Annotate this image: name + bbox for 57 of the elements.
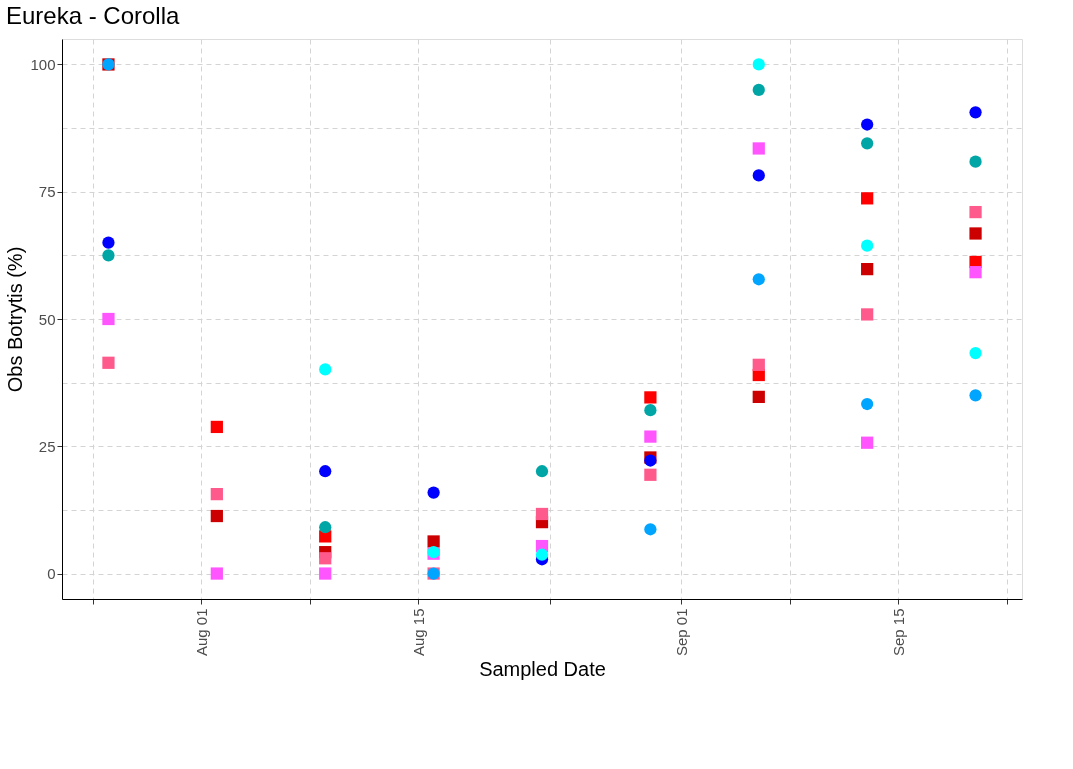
point (861, 262, 874, 276)
point (969, 347, 982, 360)
point (644, 523, 657, 536)
x-tick-label: Aug 01 (192, 608, 210, 657)
x-tick-label: Sep 01 (672, 608, 690, 657)
point (752, 58, 765, 71)
chart-title: Eureka - Corolla (5, 2, 181, 29)
point (752, 169, 765, 182)
point (861, 137, 874, 150)
point (752, 83, 765, 97)
point (861, 436, 874, 449)
point (210, 567, 223, 580)
point (969, 389, 982, 402)
x-tick-label: Sep 15 (889, 608, 907, 657)
point (319, 552, 332, 565)
y-tick-label: 100 (30, 55, 56, 73)
point (969, 227, 982, 240)
point (644, 404, 657, 417)
point (319, 465, 332, 478)
point (969, 266, 982, 279)
point (319, 521, 332, 534)
point (644, 391, 657, 404)
x-tick-label: Aug 15 (409, 608, 427, 657)
point (861, 397, 874, 411)
point (861, 239, 874, 252)
y-tick-label: 25 (38, 437, 56, 455)
point (210, 509, 223, 523)
point (752, 358, 765, 371)
point (861, 192, 874, 205)
y-axis-title: Obs Botrytis (%) (4, 246, 27, 393)
point (210, 420, 223, 434)
point (644, 430, 657, 443)
point (535, 507, 549, 521)
point (861, 118, 874, 131)
point (969, 106, 982, 119)
point (969, 155, 982, 168)
y-tick-label: 75 (38, 183, 56, 201)
x-axis-title: Sampled Date (479, 658, 606, 681)
point (752, 390, 765, 404)
point (427, 486, 440, 499)
point (102, 312, 115, 326)
point (210, 488, 223, 501)
point (102, 249, 115, 262)
point (427, 535, 440, 548)
point (102, 356, 115, 369)
point (535, 548, 549, 561)
point (535, 465, 549, 478)
point (752, 273, 765, 286)
y-tick-label: 0 (47, 565, 56, 583)
y-tick-label: 50 (38, 310, 56, 328)
point (752, 142, 765, 155)
point (861, 308, 874, 321)
point (102, 236, 115, 249)
point (969, 205, 982, 219)
point (319, 363, 332, 376)
point (644, 468, 657, 481)
point (319, 567, 332, 580)
